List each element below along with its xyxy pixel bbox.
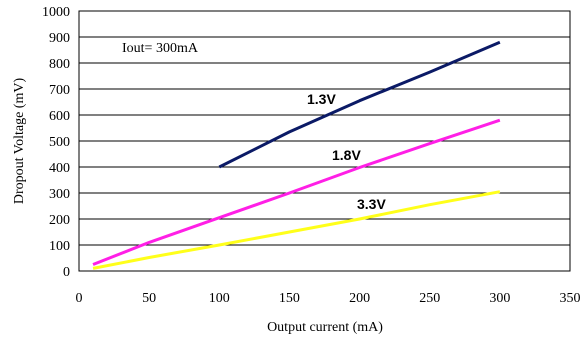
y-axis-ticks: 0 100 200 300 400 500 600 700 800 900 1000 (42, 5, 70, 280)
y-tick-label: 900 (49, 31, 70, 46)
x-tick-label: 300 (489, 291, 510, 306)
plot-area-border (78, 10, 571, 272)
y-tick-label: 600 (49, 109, 70, 124)
series-lines (92, 40, 501, 270)
x-tick-label: 350 (560, 291, 581, 306)
y-tick-label: 200 (49, 213, 70, 228)
series-label: 1.8V (332, 147, 361, 163)
series-line-1-3v (218, 40, 501, 169)
x-tick-label: 250 (419, 291, 440, 306)
series-label: 1.3V (307, 91, 336, 107)
x-tick-label: 50 (142, 291, 156, 306)
y-tick-label: 500 (49, 135, 70, 150)
y-tick-label: 800 (49, 57, 70, 72)
y-tick-label: 0 (63, 265, 70, 280)
y-tick-label: 300 (49, 187, 70, 202)
series-labels: 1.3V 1.8V 3.3V (307, 91, 386, 212)
x-tick-label: 200 (349, 291, 370, 306)
x-tick-label: 150 (279, 291, 300, 306)
y-tick-label: 700 (49, 83, 70, 98)
y-tick-label: 1000 (42, 5, 70, 20)
series-line-3-3v (92, 190, 501, 270)
x-axis-label: Output current (mA) (267, 320, 383, 335)
y-tick-label: 100 (49, 239, 70, 254)
series-line-1-8v (92, 118, 501, 266)
x-axis-ticks: 0 50 100 150 200 250 300 350 (76, 291, 581, 306)
grid-lines (79, 36, 570, 246)
y-axis-label: Dropout Voltage (mV) (12, 78, 27, 205)
y-tick-label: 400 (49, 161, 70, 176)
x-tick-label: 0 (76, 291, 83, 306)
series-label: 3.3V (357, 196, 386, 212)
x-tick-label: 100 (209, 291, 230, 306)
annotation-iout: Iout= 300mA (122, 41, 199, 56)
